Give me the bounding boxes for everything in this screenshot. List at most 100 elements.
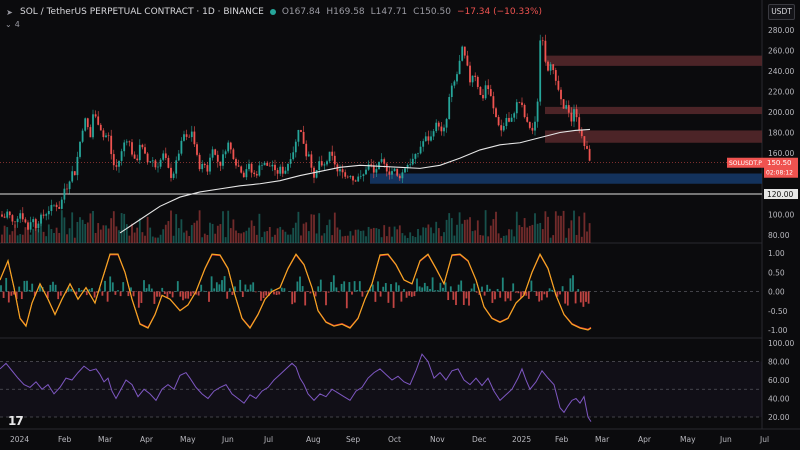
candle-body xyxy=(105,135,107,138)
volume-bar xyxy=(190,225,193,243)
candle-body xyxy=(206,165,209,172)
osc-histogram-bar xyxy=(262,291,265,298)
arrow-icon[interactable]: ➤ xyxy=(6,7,13,17)
candle-body xyxy=(164,153,167,158)
symbol-title[interactable]: SOL / TetherUS PERPETUAL CONTRACT · 1D ·… xyxy=(20,7,264,17)
volume-bar xyxy=(539,222,542,243)
volume-bar xyxy=(71,212,74,243)
volume-bar xyxy=(255,234,258,243)
volume-bar xyxy=(580,236,583,243)
osc-histogram-bar xyxy=(291,291,294,305)
candle-body xyxy=(79,141,81,157)
candle-body xyxy=(201,163,204,170)
volume-bar xyxy=(523,218,526,243)
osc-histogram-bar xyxy=(364,291,366,293)
volume-bar xyxy=(328,219,331,243)
candle-body xyxy=(505,117,508,127)
osc-histogram-bar xyxy=(538,291,541,302)
candle-body xyxy=(294,141,297,153)
osc-histogram-bar xyxy=(488,288,491,292)
volume-bar xyxy=(419,235,422,243)
osc-histogram-bar xyxy=(377,281,379,292)
candle-body xyxy=(500,125,503,131)
osc-histogram-bar xyxy=(189,291,192,297)
candle-body xyxy=(528,121,531,128)
candle-body xyxy=(268,165,271,167)
hline-tag-label: 120.00 xyxy=(767,190,793,199)
osc-histogram-bar xyxy=(494,291,496,300)
time-tick-label: Aug xyxy=(306,435,321,444)
axes: 280.00 260.00 240.00 220.00 200.00 180.00 160.… xyxy=(10,26,798,444)
candle-body xyxy=(237,165,240,167)
osc-histogram-bar xyxy=(88,289,91,292)
time-tick-label: Mar xyxy=(98,435,113,444)
candle-body xyxy=(8,211,11,216)
candle-body xyxy=(198,154,201,170)
candle-body xyxy=(393,168,396,172)
volume-bar xyxy=(63,217,66,243)
volume-bar xyxy=(229,228,232,243)
candle-body xyxy=(167,157,170,168)
volume-bar xyxy=(505,235,508,243)
volume-bar xyxy=(185,230,188,243)
volume-bar xyxy=(162,229,165,243)
candle-body xyxy=(47,211,50,215)
volume-bar xyxy=(463,219,466,243)
volume-bar xyxy=(359,230,362,243)
candle-body xyxy=(138,144,141,161)
indicators-toggle[interactable]: ⌄ 4 xyxy=(5,20,20,29)
candle-body xyxy=(549,64,552,71)
candle-body xyxy=(487,85,490,90)
osc-histogram-bar xyxy=(587,291,590,304)
candle-body xyxy=(391,171,393,175)
osc-histogram-bar xyxy=(260,291,262,301)
osc-histogram-bar xyxy=(119,291,122,297)
candle-body xyxy=(463,46,466,56)
volume-bar xyxy=(448,213,451,243)
currency-button[interactable]: USDT xyxy=(768,4,795,20)
osc-tick-label: 0.50 xyxy=(768,268,785,277)
volume-bar xyxy=(271,236,274,243)
volume-bar xyxy=(552,235,555,243)
candle-body xyxy=(123,142,126,152)
volume-bar xyxy=(1,234,3,243)
osc-histogram-bar xyxy=(512,283,515,292)
candle-body xyxy=(344,172,347,177)
volume-bar xyxy=(216,225,219,243)
osc-histogram-bar xyxy=(522,291,525,295)
candle-body xyxy=(235,159,237,166)
volume-bar xyxy=(81,219,84,243)
volume-bar xyxy=(201,237,204,243)
candle-body xyxy=(53,204,55,206)
volume-bar xyxy=(11,231,14,243)
osc-histogram-bar xyxy=(403,289,405,292)
candle-body xyxy=(547,61,549,71)
candle-body xyxy=(133,154,136,159)
candle-body xyxy=(417,153,419,155)
grid xyxy=(0,0,800,430)
rsi-pane xyxy=(0,353,762,422)
candle-body xyxy=(404,168,406,173)
last-price-label: 150.50 xyxy=(767,159,792,167)
candle-body xyxy=(151,160,154,162)
candle-body xyxy=(115,165,118,167)
candle-body xyxy=(414,153,417,159)
volume-bar xyxy=(313,214,315,243)
volume-bar xyxy=(541,229,544,243)
osc-histogram-bar xyxy=(325,291,327,306)
volume-bar xyxy=(393,226,396,243)
volume-bar xyxy=(497,233,500,243)
osc-histogram-bar xyxy=(442,287,444,292)
candle-body xyxy=(16,218,19,223)
volume-bar xyxy=(274,234,276,243)
candle-body xyxy=(40,214,42,224)
candle-body xyxy=(430,136,432,141)
volume-bar xyxy=(531,224,534,243)
osc-histogram-bar xyxy=(449,286,452,292)
volume-bar xyxy=(326,225,328,243)
osc-histogram-bar xyxy=(574,291,577,304)
osc-histogram-bar xyxy=(348,282,351,292)
osc-histogram-bar xyxy=(585,291,587,302)
volume-bar xyxy=(141,232,144,243)
